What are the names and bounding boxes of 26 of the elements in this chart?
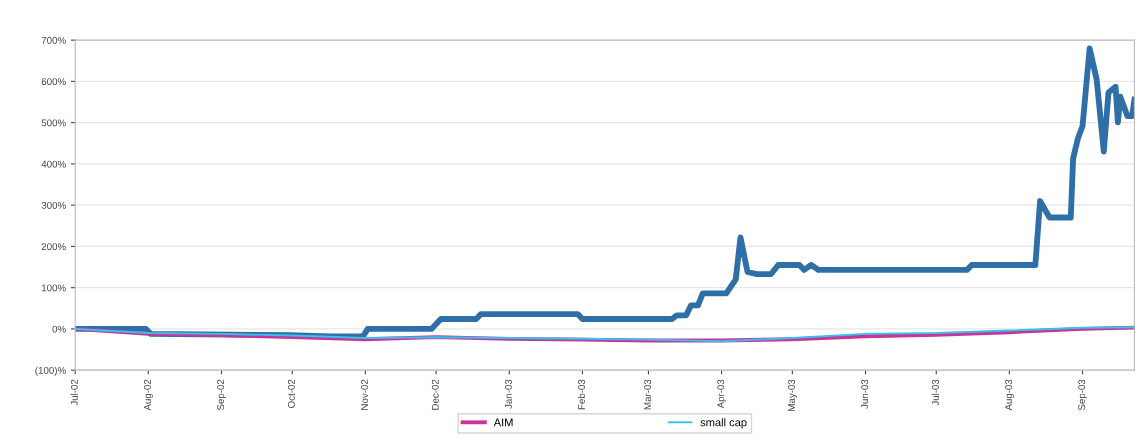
y-tick-label: 100% (42, 284, 66, 292)
y-tick-label: (100)% (35, 366, 66, 376)
x-tick-label: Feb-03 (577, 379, 586, 410)
x-tick-label: Jul-02 (70, 379, 78, 406)
y-tick-label: 0% (52, 325, 66, 333)
legend-label: AIM (493, 418, 513, 427)
x-tick-label: Sep-03 (1078, 379, 1088, 411)
y-tick-label: 300% (41, 201, 66, 209)
y-tick-label: 200% (41, 243, 66, 251)
x-tick-label: Jul-03 (931, 379, 939, 406)
x-tick-label: Jun-03 (861, 379, 869, 409)
y-tick-label: 500% (41, 119, 66, 127)
x-tick-label: Dec-02 (431, 379, 439, 410)
x-tick-label: Aug-02 (144, 379, 153, 411)
x-tick-label: Aug-03 (1005, 379, 1014, 411)
x-tick-label: May-03 (788, 379, 797, 411)
x-tick-label: Oct-02 (287, 379, 295, 408)
x-tick-label: Nov-02 (361, 379, 368, 410)
x-tick-label: Apr-03 (717, 379, 727, 409)
legend-label: small cap (700, 418, 747, 429)
y-tick-label: 400% (41, 160, 66, 168)
x-tick-label: Mar-03 (644, 379, 652, 410)
y-tick-label: 700% (41, 36, 66, 44)
y-tick-label: 600% (41, 78, 66, 86)
x-tick-label: Sep-02 (217, 379, 226, 411)
x-tick-label: Jan-03 (504, 379, 512, 409)
